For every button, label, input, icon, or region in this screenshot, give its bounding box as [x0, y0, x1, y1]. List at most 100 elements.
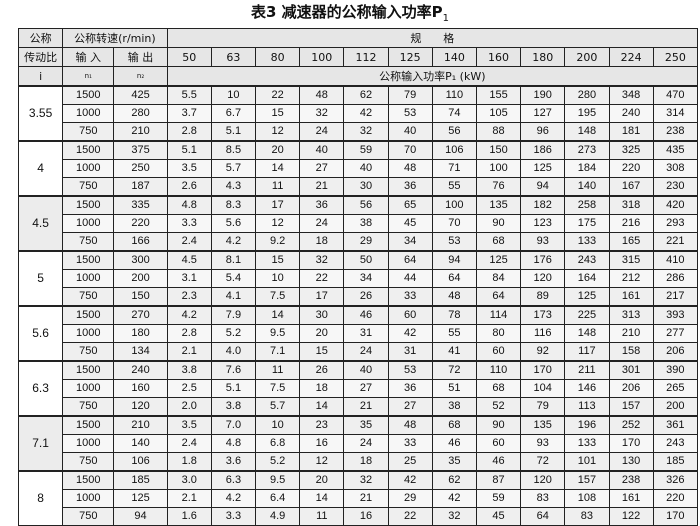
power-cell: 318	[608, 195, 654, 215]
input-speed-cell: 750	[62, 177, 115, 197]
power-cell: 181	[608, 122, 654, 142]
power-cell: 170	[652, 507, 699, 526]
power-cell: 220	[652, 489, 699, 508]
power-cell: 7.0	[210, 415, 257, 435]
power-cell: 16	[299, 434, 345, 453]
output-speed-cell: 210	[113, 415, 168, 435]
output-speed-cell: 185	[113, 470, 168, 490]
power-cell: 52	[475, 397, 522, 417]
power-cell: 56	[431, 122, 477, 142]
power-cell: 4.1	[210, 287, 257, 307]
input-speed-cell: 1500	[62, 470, 115, 490]
table-row: 1000 160 2.5 5.1 7.5 18 27 36 51 68 104 146 206 265	[19, 379, 699, 398]
power-cell: 5.2	[255, 452, 301, 472]
power-cell: 258	[564, 195, 610, 215]
power-cell: 195	[564, 104, 610, 123]
power-cell: 46	[431, 434, 477, 453]
power-cell: 175	[564, 214, 610, 233]
output-speed-cell: 270	[113, 305, 168, 325]
power-cell: 36	[387, 379, 433, 398]
power-cell: 2.1	[166, 489, 212, 508]
power-cell: 393	[652, 305, 699, 325]
power-cell: 122	[608, 507, 654, 526]
power-cell: 79	[387, 85, 433, 105]
table-row: 750 134 2.1 4.0 7.1 15 24 31 41 60 92 117 158 206	[19, 342, 699, 362]
power-cell: 140	[564, 177, 610, 197]
table-row: 1000 125 2.1 4.2 6.4 14 21 29 42 59 83 108 161 220	[19, 489, 699, 508]
power-cell: 238	[608, 470, 654, 490]
power-cell: 15	[255, 104, 301, 123]
power-cell: 325	[608, 140, 654, 160]
power-cell: 6.8	[255, 434, 301, 453]
power-cell: 87	[475, 470, 522, 490]
power-cell: 53	[387, 360, 433, 380]
power-cell: 286	[652, 269, 699, 288]
power-cell: 20	[299, 324, 345, 343]
ratio-cell: 6.3	[17, 360, 64, 417]
table-row: 4 1500 375 5.1 8.5 20 40 59 70 106 150 186 273 325 435	[17, 140, 699, 197]
power-cell: 125	[475, 250, 522, 270]
power-cell: 18	[299, 232, 345, 252]
output-speed-cell: 150	[113, 287, 168, 307]
input-speed-cell: 1000	[62, 269, 115, 288]
power-cell: 252	[608, 415, 654, 435]
size-header: 200	[564, 47, 610, 67]
power-cell: 38	[431, 397, 477, 417]
power-cell: 68	[475, 232, 522, 252]
power-cell: 135	[475, 195, 522, 215]
power-cell: 16	[343, 507, 389, 526]
power-cell: 20	[255, 140, 301, 160]
power-header: 公称输入功率P₁ (kW)	[166, 66, 699, 87]
size-header: 80	[255, 47, 301, 67]
input-speed-cell: 750	[62, 342, 115, 362]
power-cell: 277	[652, 324, 699, 343]
size-header: 180	[520, 47, 566, 67]
power-cell: 11	[299, 507, 345, 526]
power-cell: 157	[564, 470, 610, 490]
power-cell: 55	[431, 177, 477, 197]
ratio-cell: 3.55	[17, 85, 64, 142]
power-cell: 35	[343, 415, 389, 435]
power-cell: 7.5	[255, 287, 301, 307]
table-title-subscript: 1	[442, 13, 450, 24]
power-cell: 25	[387, 452, 433, 472]
power-cell: 146	[564, 379, 610, 398]
power-cell: 265	[652, 379, 699, 398]
power-cell: 21	[299, 177, 345, 197]
output-speed-cell: 134	[113, 342, 168, 362]
power-cell: 48	[387, 415, 433, 435]
power-cell: 68	[431, 415, 477, 435]
power-cell: 100	[431, 195, 477, 215]
power-cell: 161	[608, 489, 654, 508]
input-speed-cell: 1500	[62, 195, 115, 215]
power-cell: 48	[387, 159, 433, 178]
power-cell: 6.3	[210, 470, 257, 490]
power-cell: 90	[475, 214, 522, 233]
power-cell: 206	[652, 342, 699, 362]
power-cell: 68	[475, 379, 522, 398]
table-row: 750 150 2.3 4.1 7.5 17 26 33 48 64 89 125 161 217	[19, 287, 699, 307]
power-cell: 21	[343, 489, 389, 508]
power-cell: 167	[608, 177, 654, 197]
table-title-text: 表3 减速器的公称输入功率P	[250, 3, 443, 21]
table-row: 750 166 2.4 4.2 9.2 18 29 34 53 68 93 133 165 221	[19, 232, 699, 252]
power-cell: 32	[299, 250, 345, 270]
power-cell: 11	[255, 360, 301, 380]
table-row: 1000 220 3.3 5.6 12 24 38 45 70 90 123 175 216 293	[19, 214, 699, 233]
table-row: 1000 200 3.1 5.4 10 22 34 44 64 84 120 164 212 286	[19, 269, 699, 288]
power-cell: 2.4	[166, 232, 212, 252]
power-cell: 12	[299, 452, 345, 472]
power-cell: 114	[475, 305, 522, 325]
output-speed-cell: 106	[113, 452, 168, 472]
power-cell: 190	[520, 85, 566, 105]
power-cell: 42	[387, 470, 433, 490]
table-row: 1000 140 2.4 4.8 6.8 16 24 33 46 60 93 133 170 243	[19, 434, 699, 453]
output-speed-cell: 425	[113, 85, 168, 105]
power-cell: 26	[343, 287, 389, 307]
table-row: 5.6 1500 270 4.2 7.9 14 30 46 60 78 114 173 225 313 39…	[17, 305, 699, 362]
ratio-cell: 4	[17, 140, 64, 197]
power-cell: 110	[475, 360, 522, 380]
power-cell: 42	[431, 489, 477, 508]
power-cell: 70	[431, 214, 477, 233]
power-cell: 315	[608, 250, 654, 270]
